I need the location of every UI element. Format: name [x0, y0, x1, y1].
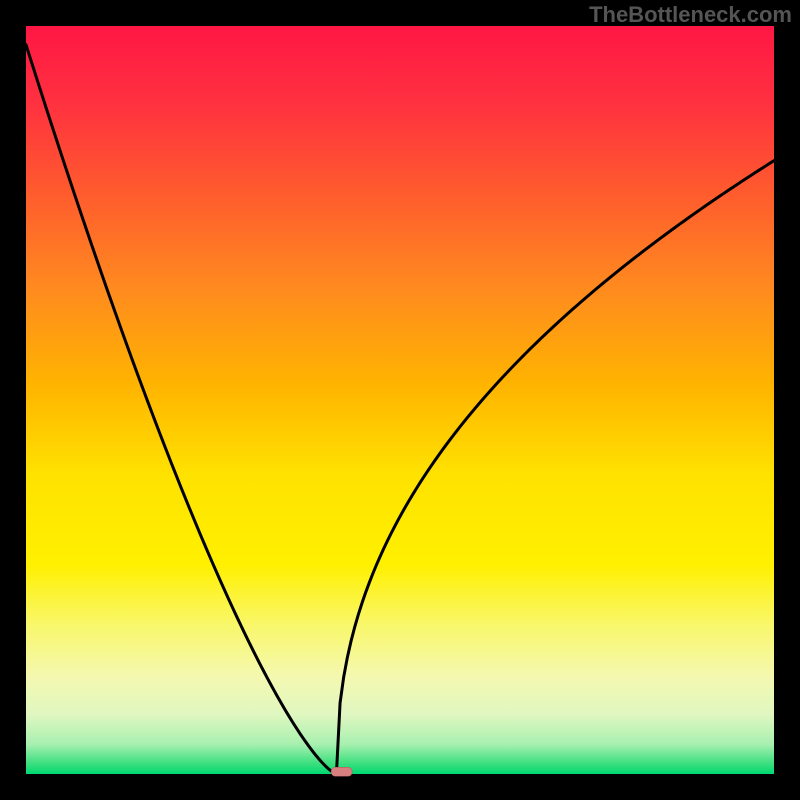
- bottleneck-chart: [0, 0, 800, 800]
- plot-area: [26, 26, 774, 774]
- watermark-text: TheBottleneck.com: [589, 2, 792, 28]
- optimal-marker: [331, 767, 352, 776]
- chart-container: TheBottleneck.com: [0, 0, 800, 800]
